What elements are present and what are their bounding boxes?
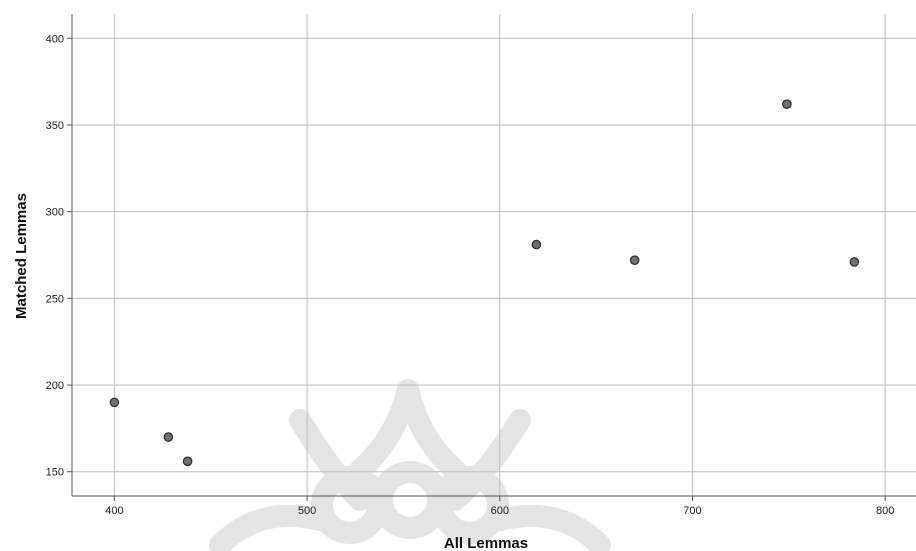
axes (67, 14, 916, 501)
data-point (163, 432, 174, 442)
x-tick-label: 500 (298, 505, 316, 517)
grid (72, 14, 916, 496)
y-axis-title: Matched Lemmas (13, 193, 30, 319)
data-point (531, 239, 542, 250)
y-tick-label: 250 (46, 293, 64, 305)
x-tick-label: 600 (491, 505, 509, 517)
y-tick-labels: 150 200 250 300 350 400 (46, 33, 64, 478)
x-tick-label: 400 (105, 505, 123, 517)
x-tick-labels: 400 500 600 700 800 (105, 505, 894, 517)
x-tick-label: 800 (876, 505, 894, 517)
data-point (109, 397, 120, 408)
x-axis-title: All Lemmas (444, 535, 528, 551)
watermark-logo-icon (209, 379, 611, 551)
data-point (629, 255, 640, 266)
data-point (182, 456, 193, 467)
y-tick-label: 350 (46, 120, 64, 132)
y-tick-label: 300 (46, 207, 64, 219)
x-tick-label: 700 (683, 505, 701, 517)
data-points (109, 99, 860, 467)
data-point (849, 257, 860, 267)
y-tick-label: 150 (46, 467, 64, 479)
y-tick-label: 400 (46, 33, 64, 45)
y-tick-label: 200 (46, 380, 64, 392)
data-point (782, 99, 792, 109)
